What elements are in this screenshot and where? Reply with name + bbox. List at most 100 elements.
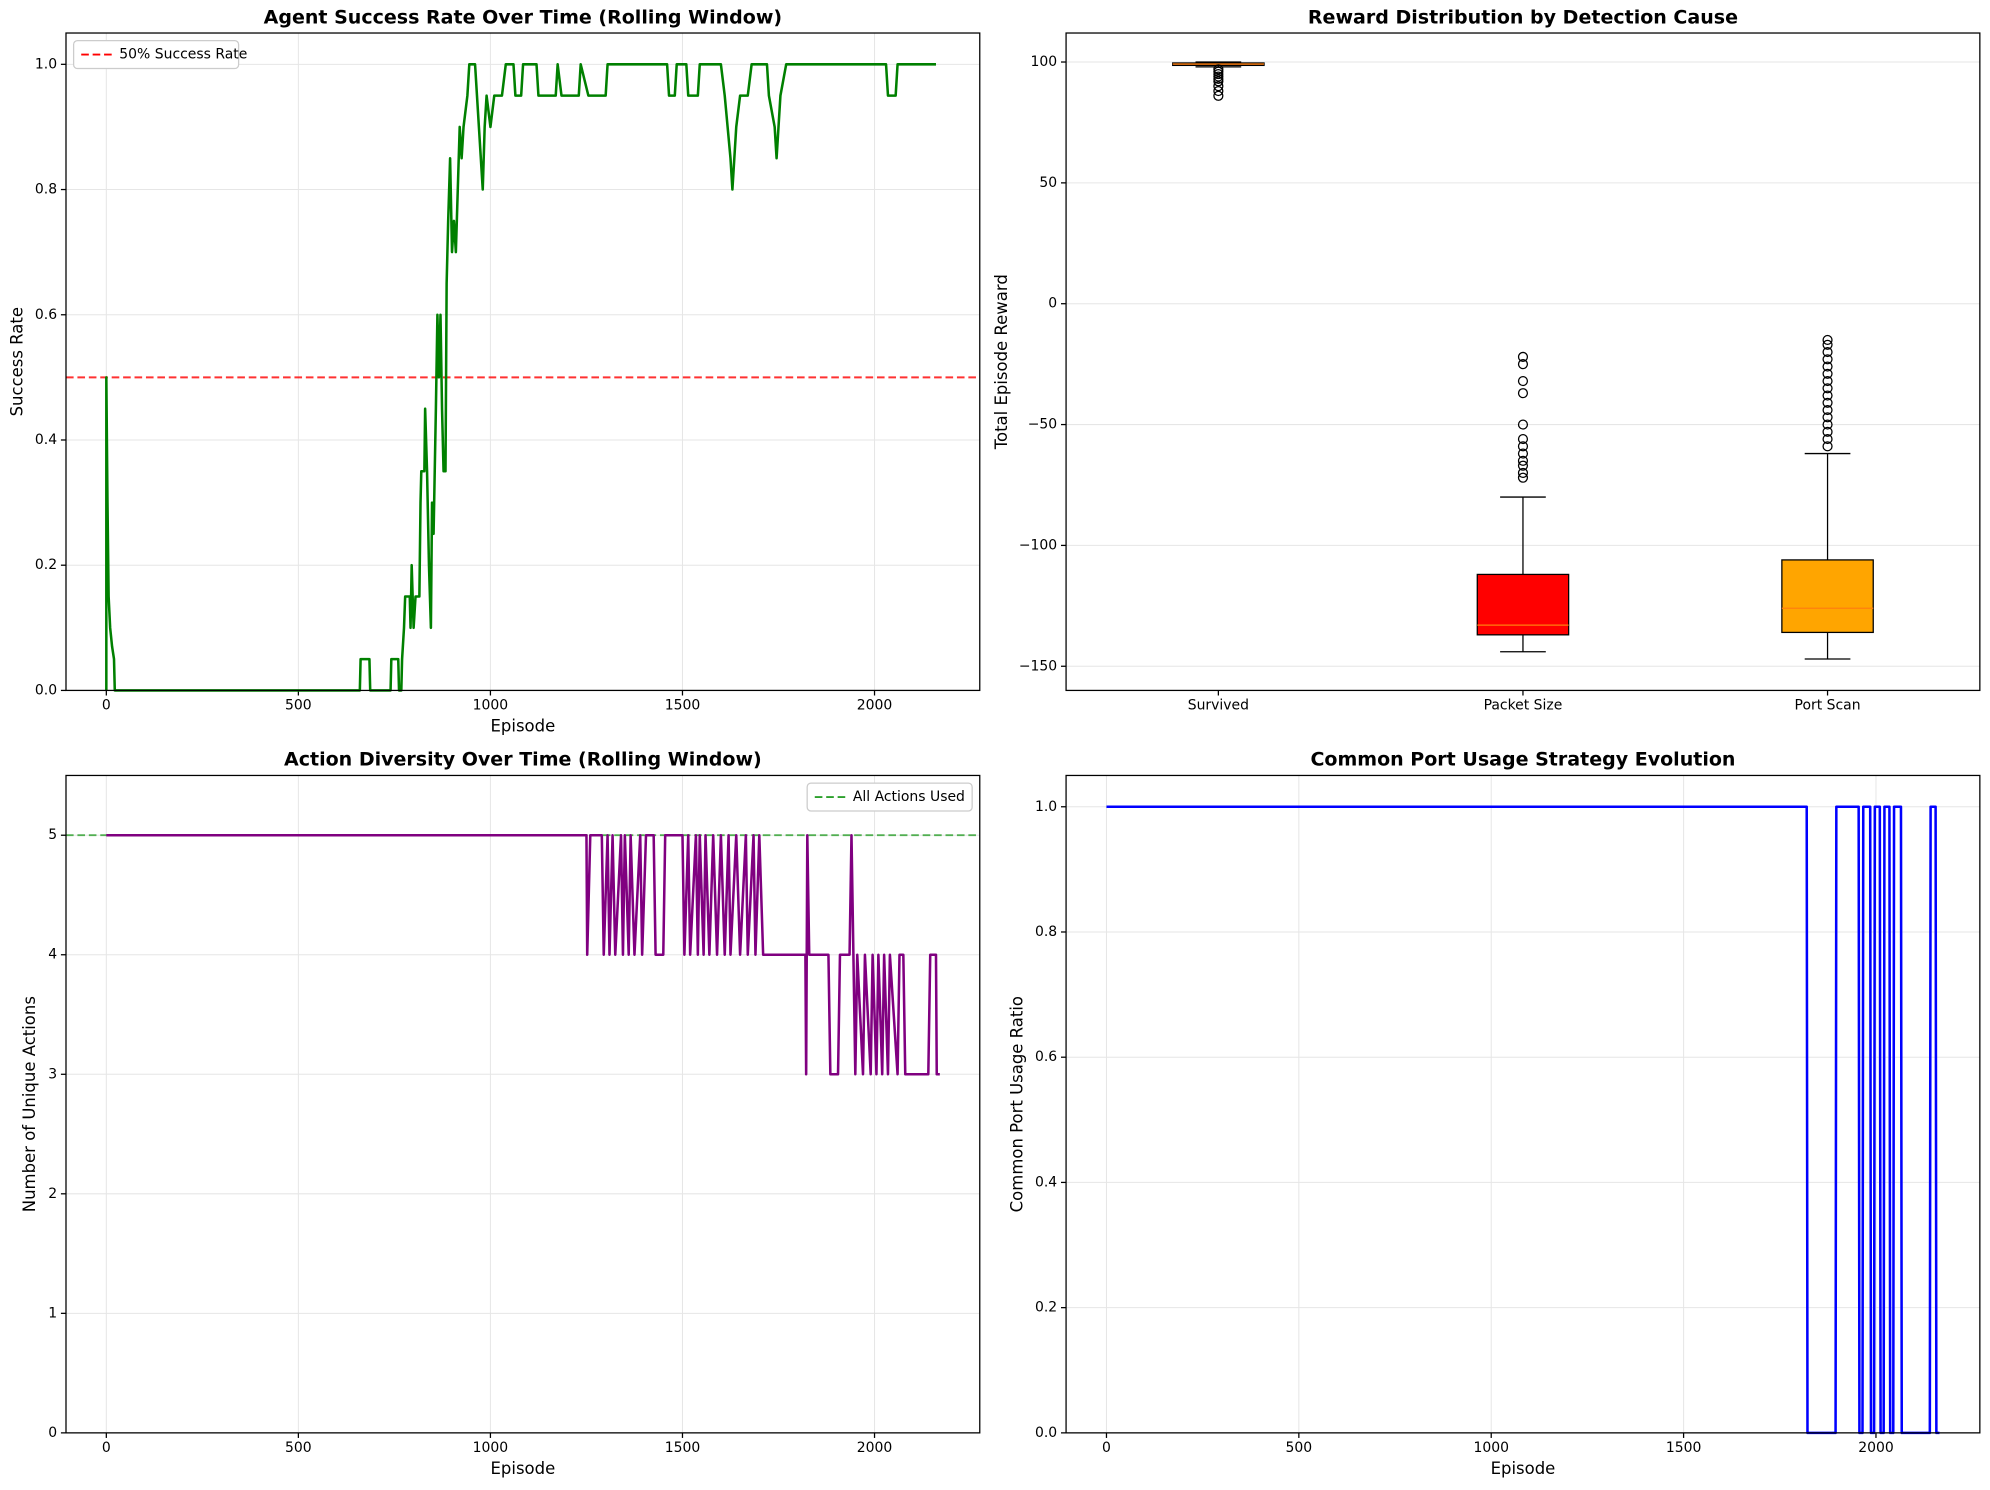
x-tick-label: 1500 — [1666, 1440, 1702, 1456]
line-series — [1106, 805, 1940, 1435]
outlier — [1822, 412, 1833, 423]
outlier — [1822, 339, 1833, 350]
x-tick-label: Survived — [1188, 698, 1249, 714]
y-tick-label: 3 — [48, 1066, 57, 1082]
x-tick-label: 2000 — [857, 698, 893, 714]
x-tick-label: 1000 — [1473, 1440, 1509, 1456]
y-tick-label: 1 — [48, 1305, 57, 1321]
y-tick-label: 5 — [48, 827, 57, 843]
outlier — [1822, 375, 1833, 387]
y-tick-label: 0.4 — [1035, 1174, 1057, 1190]
outlier — [1822, 404, 1833, 416]
x-tick-label: 1500 — [665, 1440, 701, 1456]
y-tick-label: 0.4 — [35, 432, 57, 448]
outlier — [1822, 354, 1833, 365]
legend-box — [72, 39, 240, 70]
x-axis-label: Episode — [491, 717, 556, 736]
axes-frame — [65, 774, 981, 1434]
outlier — [1213, 85, 1224, 97]
legend-label: 50% Success Rate — [119, 47, 247, 63]
y-tick-label: 1.0 — [1035, 799, 1057, 815]
subplot: 0.0 0.2 0.4 0.6 0.8 1.0 0 500 1000 1500 2000 Common… — [1007, 749, 1981, 1478]
outlier — [1517, 467, 1529, 478]
legend-label: All Actions Used — [853, 789, 965, 805]
y-tick-label: 0.2 — [1035, 1300, 1057, 1316]
outlier — [1822, 368, 1833, 379]
legend-box — [806, 782, 973, 812]
chart-title: Action Diversity Over Time (Rolling Wind… — [284, 749, 762, 771]
outlier — [1822, 346, 1833, 358]
outlier — [1822, 397, 1833, 408]
y-tick-label: 2 — [48, 1186, 57, 1202]
outlier — [1517, 455, 1529, 466]
subplot: −150 −100 −50 0 50 100 Reward Distribution by … — [992, 6, 1981, 714]
y-tick-label: 100 — [1031, 54, 1058, 70]
x-tick-label: 0 — [1102, 1440, 1111, 1456]
y-tick-label: 0.6 — [35, 307, 57, 323]
axes-frame — [1065, 774, 1981, 1434]
x-tick-label: 500 — [285, 1440, 312, 1456]
line-series — [106, 833, 940, 1076]
outlier — [1822, 441, 1833, 452]
chart-title: Common Port Usage Strategy Evolution — [1310, 749, 1735, 771]
y-tick-label: 0 — [1048, 296, 1057, 312]
y-axis-label: Total Episode Reward — [992, 274, 1011, 450]
y-tick-label: 4 — [48, 947, 57, 963]
x-tick-label: 0 — [102, 1440, 111, 1456]
y-tick-label: −150 — [1019, 658, 1057, 674]
outlier — [1517, 433, 1529, 445]
outlier — [1213, 90, 1224, 101]
x-tick-label: 500 — [285, 698, 312, 714]
y-axis-label: Success Rate — [7, 307, 26, 416]
outlier — [1517, 351, 1529, 362]
x-tick-label: 2000 — [857, 1440, 893, 1456]
axes-frame — [65, 32, 981, 692]
x-axis-label: Episode — [1491, 1459, 1556, 1478]
subplot: 0 1 2 3 4 5 0 500 1000 1500 2000 Action Diversity O… — [20, 749, 981, 1478]
y-tick-label: 50 — [1039, 175, 1057, 191]
y-tick-label: 0 — [48, 1425, 57, 1441]
x-tick-label: 500 — [1286, 1440, 1313, 1456]
y-tick-label: 0.0 — [1035, 1425, 1057, 1441]
x-axis-label: Episode — [491, 1459, 556, 1478]
y-tick-label: 0.6 — [1035, 1049, 1057, 1065]
line-series — [105, 63, 936, 692]
outlier — [1517, 419, 1529, 430]
y-tick-label: 0.8 — [35, 182, 57, 198]
x-tick-label: 2000 — [1858, 1440, 1894, 1456]
outlier — [1822, 426, 1833, 437]
outlier — [1213, 64, 1224, 75]
y-axis-label: Common Port Usage Ratio — [1007, 996, 1026, 1212]
y-tick-label: −100 — [1019, 537, 1057, 553]
outlier — [1517, 359, 1529, 370]
x-tick-label: Port Scan — [1795, 698, 1861, 714]
y-tick-label: 0.0 — [35, 682, 57, 698]
outlier — [1517, 375, 1529, 387]
y-tick-label: −50 — [1028, 417, 1057, 433]
chart-title: Reward Distribution by Detection Cause — [1308, 6, 1738, 28]
outlier — [1517, 448, 1529, 459]
outlier — [1822, 361, 1833, 372]
x-tick-label: Packet Size — [1484, 698, 1563, 714]
outlier — [1822, 334, 1833, 346]
y-tick-label: 1.0 — [35, 56, 57, 72]
outlier — [1213, 81, 1224, 92]
subplot: 0.0 0.2 0.4 0.6 0.8 1.0 0 500 1000 1500 2000 Agent … — [7, 6, 981, 736]
x-tick-label: 0 — [102, 698, 111, 714]
outlier — [1517, 460, 1529, 471]
x-tick-label: 1500 — [665, 698, 701, 714]
x-tick-label: 1000 — [473, 698, 509, 714]
outlier — [1517, 472, 1529, 483]
outlier — [1822, 433, 1833, 445]
outlier — [1822, 383, 1833, 394]
y-tick-label: 0.2 — [35, 557, 57, 573]
outlier — [1517, 441, 1529, 452]
outlier — [1517, 388, 1529, 399]
box — [1781, 559, 1874, 634]
outlier — [1822, 419, 1833, 430]
y-tick-label: 0.8 — [1035, 924, 1057, 940]
y-axis-label: Number of Unique Actions — [20, 996, 39, 1212]
chart-title: Agent Success Rate Over Time (Rolling Wi… — [264, 6, 782, 28]
x-tick-label: 1000 — [473, 1440, 509, 1456]
